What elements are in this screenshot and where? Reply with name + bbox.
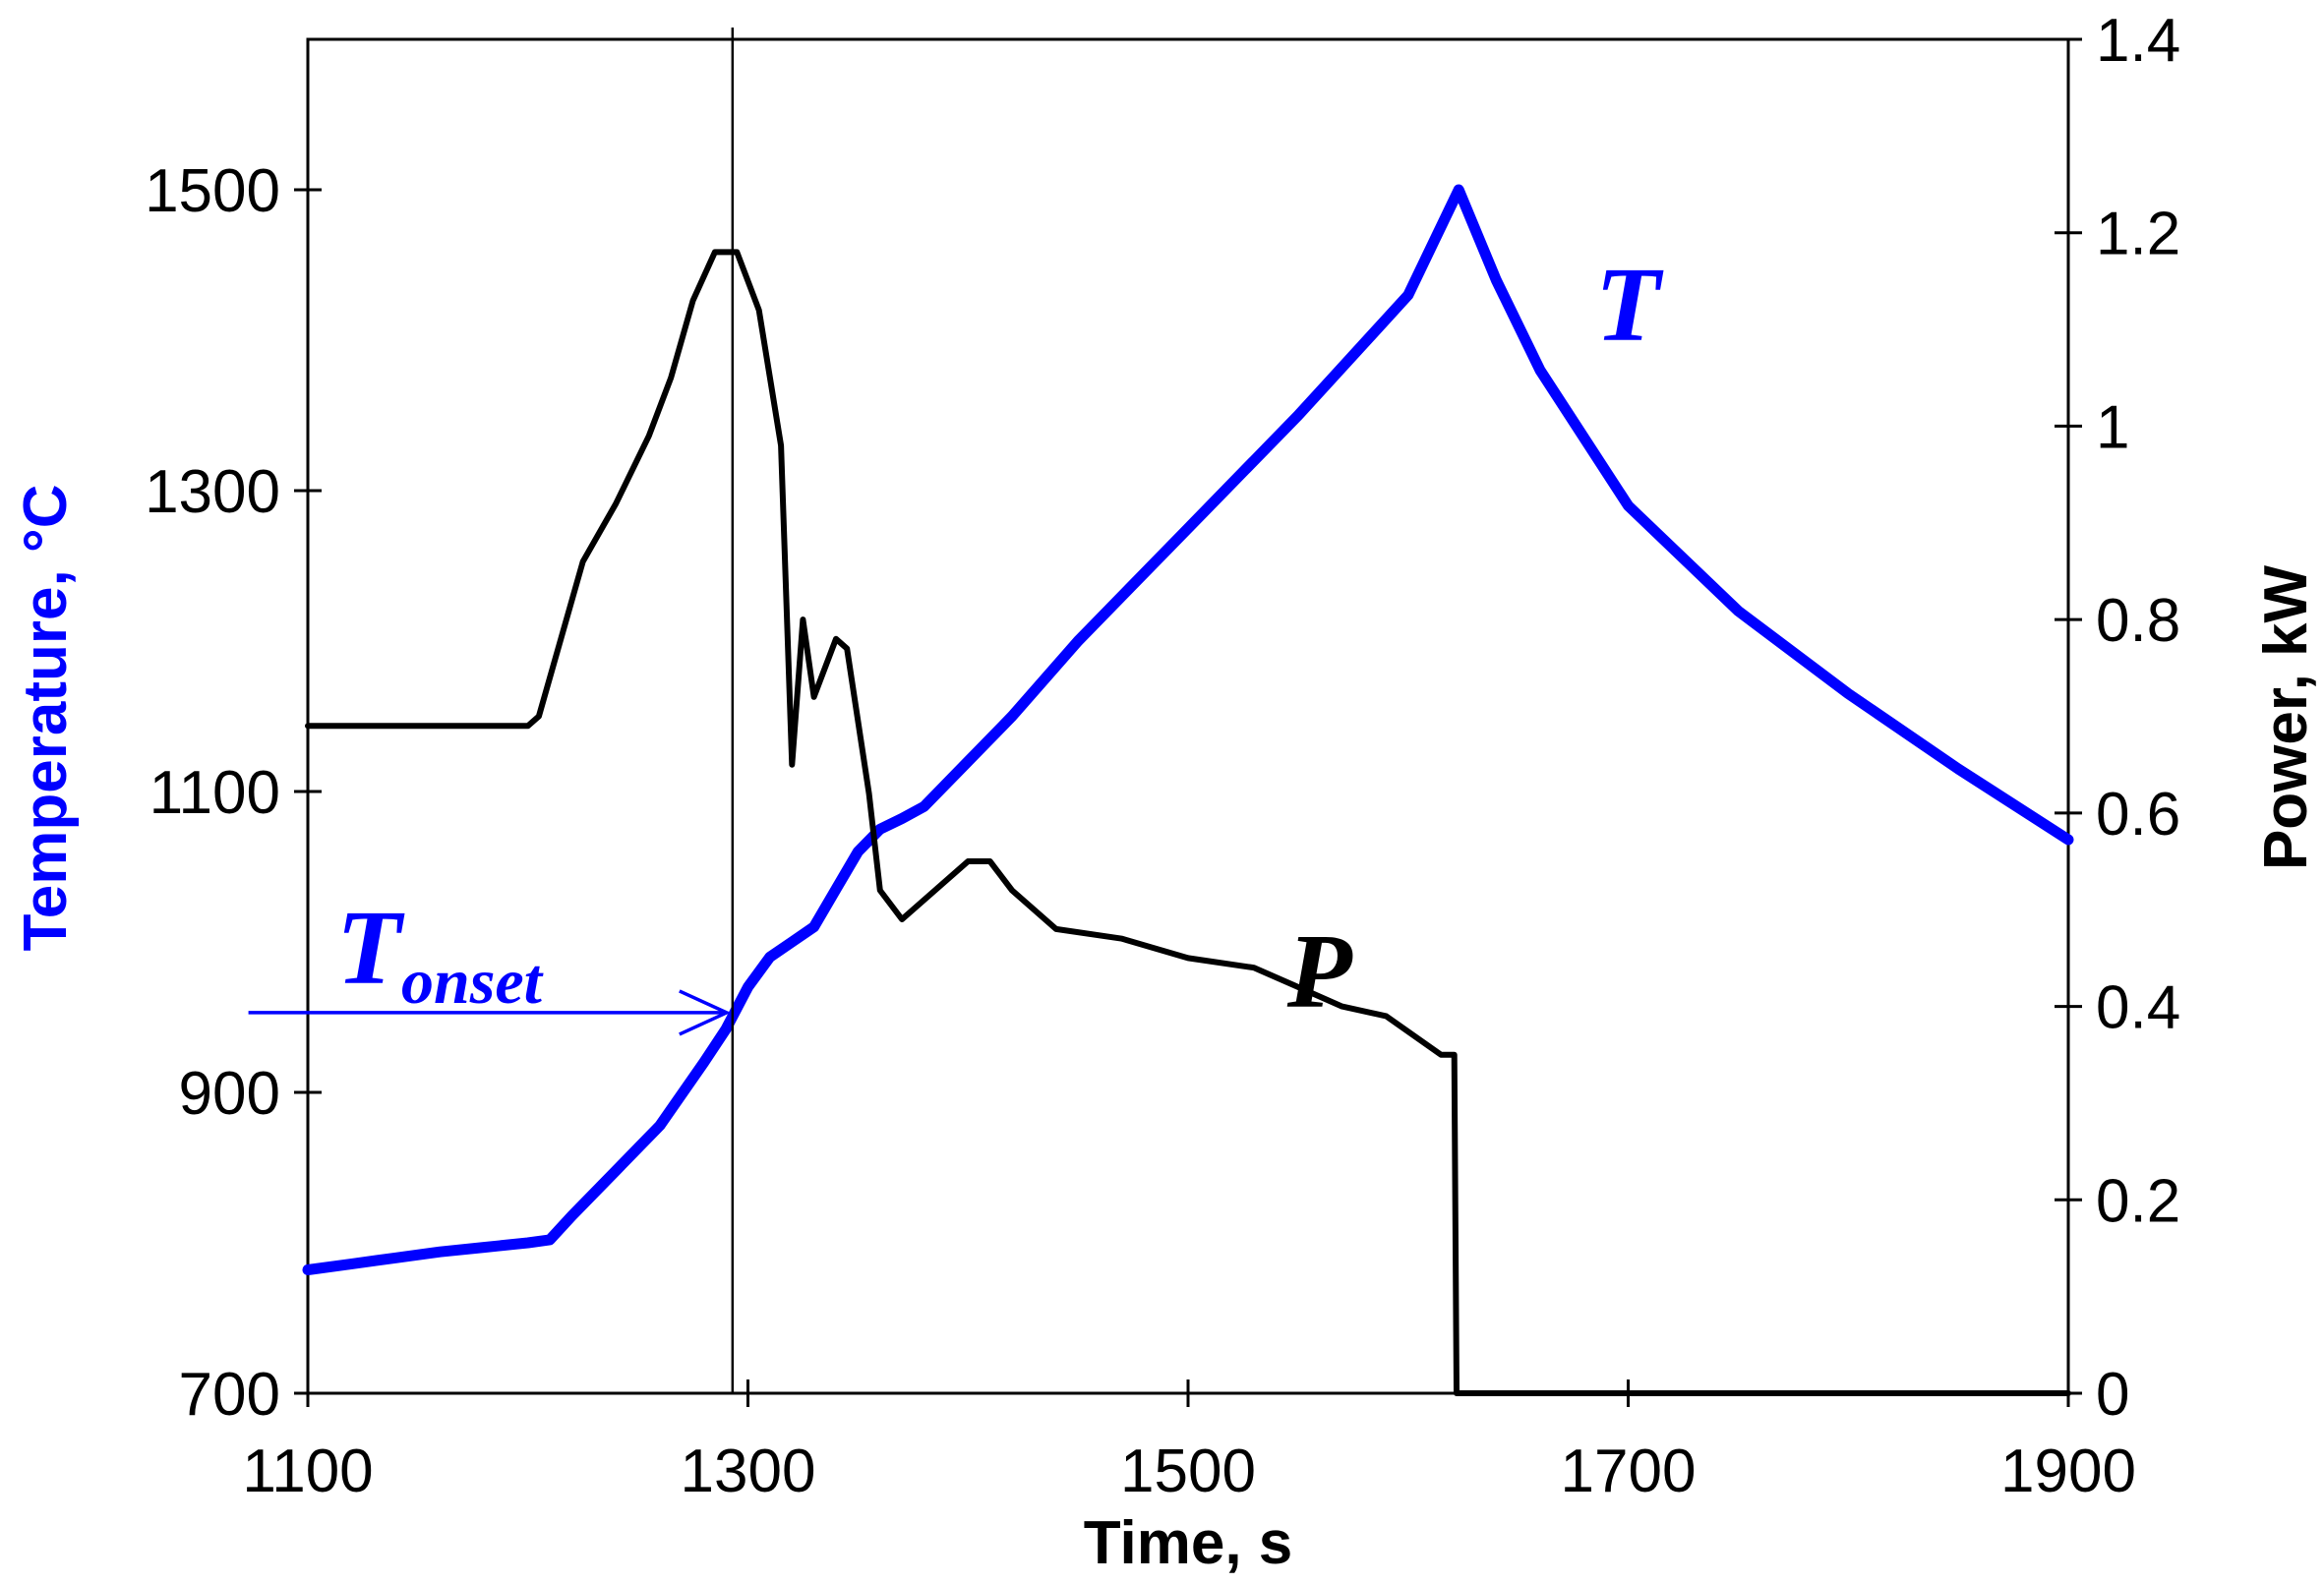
onset-arrowhead [679, 989, 732, 1036]
y-left-axis: 700 900 1100 1300 1500 [145, 157, 322, 1429]
y-left-axis-title: Temperature, °C [12, 485, 80, 952]
onset-label: Tonset [336, 890, 544, 1018]
y-right-tick-label: 1.4 [2096, 7, 2180, 75]
y-right-tick-label: 0.4 [2096, 974, 2180, 1042]
x-tick-label: 1900 [2000, 1437, 2136, 1505]
y-right-tick-label: 0.6 [2096, 781, 2180, 849]
y-right-axis-title: Power, kW [2252, 564, 2320, 870]
x-axis: 1100 1300 1500 1700 1900 [242, 1379, 2136, 1505]
y-right-tick-label: 1.2 [2096, 201, 2180, 268]
x-tick-label: 1700 [1561, 1437, 1697, 1505]
y-right-tick-label: 1 [2096, 393, 2129, 461]
series-layer [302, 184, 2074, 1396]
series-label-T: T [1595, 247, 1664, 364]
x-tick-label: 1300 [681, 1437, 816, 1505]
plot-frame [306, 37, 2070, 1395]
y-left-tick-label: 1100 [149, 759, 280, 827]
y-left-tick-label: 900 [179, 1060, 280, 1128]
series-line-P [305, 249, 2071, 1396]
y-left-tick-label: 1300 [145, 458, 280, 526]
y-left-tick-label: 1500 [145, 157, 280, 225]
y-right-tick-label: 0.8 [2096, 587, 2180, 655]
x-axis-title: Time, s [1084, 1509, 1293, 1577]
x-tick-label: 1500 [1120, 1437, 1256, 1505]
annotations: Tonset T P [248, 28, 1664, 1393]
y-left-tick-label: 700 [179, 1361, 280, 1429]
y-right-tick-label: 0.2 [2096, 1167, 2180, 1235]
y-right-tick-label: 0 [2096, 1361, 2129, 1429]
x-tick-label: 1100 [242, 1437, 373, 1505]
y-right-axis: 0 0.2 0.4 0.6 0.8 1 1.2 1.4 [2055, 7, 2180, 1429]
series-line-T [302, 184, 2074, 1275]
series-label-P: P [1286, 913, 1353, 1030]
